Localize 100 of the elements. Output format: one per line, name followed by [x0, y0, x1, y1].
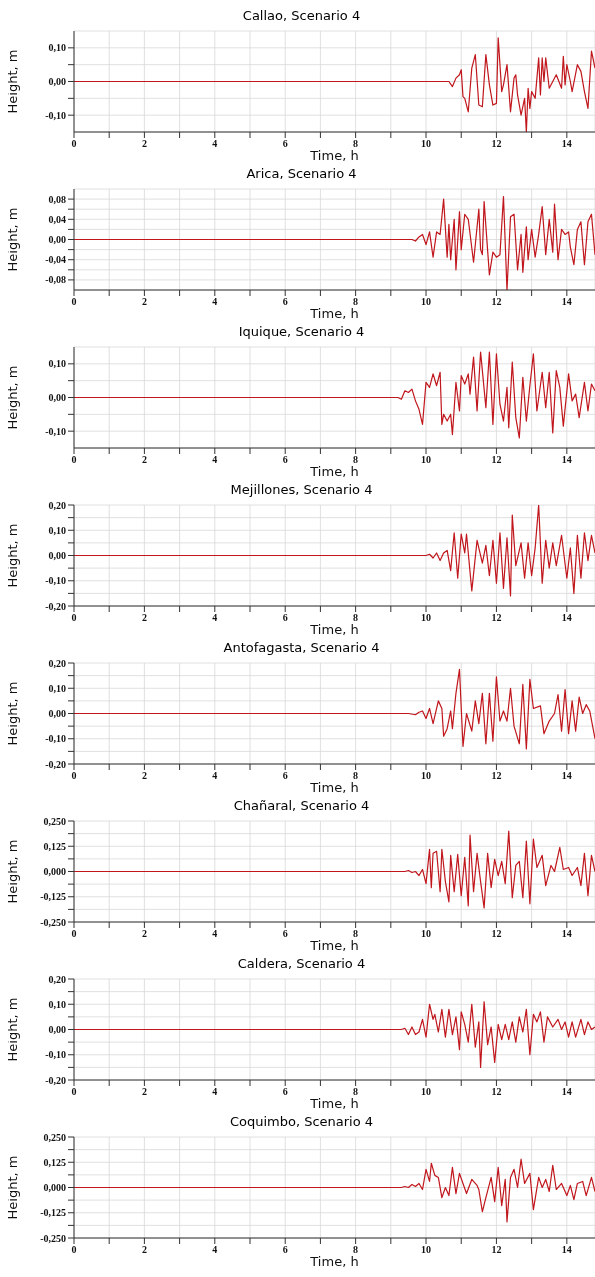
x-tick-label: 6 — [282, 770, 288, 782]
chart-title: Chañaral, Scenario 4 — [232, 798, 371, 814]
x-axis-title: Time, h — [309, 780, 359, 795]
x-tick-label: 4 — [212, 1244, 218, 1256]
x-tick-label: 0 — [71, 770, 77, 782]
x-axis-title: Time, h — [309, 306, 359, 321]
x-tick-label: 6 — [282, 1244, 288, 1256]
x-tick-label: 12 — [491, 296, 502, 308]
x-tick-label: 10 — [421, 1086, 432, 1098]
x-tick-label: 14 — [561, 928, 572, 940]
x-tick-label: 14 — [561, 138, 572, 150]
x-axis-title: Time, h — [309, 148, 359, 163]
x-tick-label: 8 — [353, 612, 359, 624]
x-tick-label: 8 — [353, 296, 359, 308]
y-tick-label: 0,00 — [48, 392, 66, 404]
chart-title: Arica, Scenario 4 — [245, 166, 358, 182]
x-tick-label: 0 — [71, 1086, 77, 1098]
y-tick-label: -0,20 — [45, 758, 66, 770]
line-series — [74, 1158, 595, 1223]
x-tick-label: 0 — [71, 612, 77, 624]
y-tick-label: 0,125 — [43, 1156, 66, 1168]
x-tick-label: 8 — [353, 454, 359, 466]
x-tick-label: 8 — [353, 928, 359, 940]
x-tick-label: 6 — [282, 928, 288, 940]
x-tick-label: 10 — [421, 770, 432, 782]
x-tick-label: 2 — [141, 770, 147, 782]
x-tick-label: 8 — [353, 1086, 359, 1098]
x-tick-label: 0 — [71, 928, 77, 940]
y-tick-label: -0,250 — [40, 916, 66, 928]
y-tick-label: 0,10 — [48, 524, 66, 536]
x-tick-label: 8 — [353, 138, 359, 150]
y-tick-label: 0,00 — [48, 76, 66, 88]
x-axis-title: Time, h — [309, 938, 359, 953]
y-tick-label: 0,04 — [48, 213, 66, 225]
x-tick-label: 4 — [212, 770, 218, 782]
x-tick-label: 10 — [421, 454, 432, 466]
y-tick-label: -0,10 — [45, 1049, 66, 1061]
y-tick-label: 0,00 — [48, 1024, 66, 1036]
x-tick-label: 14 — [561, 612, 572, 624]
y-tick-label: 0,10 — [48, 42, 66, 54]
x-tick-label: 12 — [491, 770, 502, 782]
x-tick-label: 14 — [561, 1086, 572, 1098]
chart-title: Coquimbo, Scenario 4 — [228, 1114, 375, 1130]
x-tick-label: 10 — [421, 296, 432, 308]
x-axis-title: Time, h — [309, 622, 359, 637]
y-tick-label: 0,00 — [48, 550, 66, 562]
x-axis-title: Time, h — [309, 1254, 359, 1269]
x-tick-label: 14 — [561, 1244, 572, 1256]
x-tick-label: 4 — [212, 1086, 218, 1098]
x-axis-title: Time, h — [309, 464, 359, 479]
x-tick-label: 10 — [421, 1244, 432, 1256]
y-tick-label: 0,250 — [43, 815, 66, 827]
y-tick-label: 0,000 — [43, 1182, 66, 1194]
y-tick-label: 0,20 — [48, 499, 66, 511]
line-series — [74, 351, 595, 439]
x-tick-label: 8 — [353, 770, 359, 782]
y-tick-label: 0,250 — [43, 1131, 66, 1143]
y-tick-label: 0,000 — [43, 866, 66, 878]
x-tick-label: 6 — [282, 612, 288, 624]
y-tick-label: -0,08 — [45, 274, 66, 286]
x-tick-label: 10 — [421, 928, 432, 940]
chart-title: Callao, Scenario 4 — [241, 8, 362, 24]
x-tick-label: 0 — [71, 138, 77, 150]
x-tick-label: 6 — [282, 1086, 288, 1098]
x-tick-label: 12 — [491, 1086, 502, 1098]
x-tick-label: 4 — [212, 296, 218, 308]
y-tick-label: -0,125 — [40, 1207, 66, 1219]
y-tick-label: -0,10 — [45, 425, 66, 437]
x-tick-label: 2 — [141, 138, 147, 150]
x-tick-label: 2 — [141, 1244, 147, 1256]
y-tick-label: -0,125 — [40, 891, 66, 903]
y-tick-label: 0,20 — [48, 657, 66, 669]
y-tick-label: -0,10 — [45, 733, 66, 745]
chart-title: Antofagasta, Scenario 4 — [222, 640, 381, 656]
x-tick-label: 0 — [71, 1244, 77, 1256]
y-tick-label: 0,20 — [48, 973, 66, 985]
x-tick-label: 2 — [141, 612, 147, 624]
x-tick-label: 14 — [561, 454, 572, 466]
x-tick-label: 12 — [491, 138, 502, 150]
y-tick-label: 0,10 — [48, 682, 66, 694]
line-series — [74, 1001, 595, 1068]
x-axis-title: Time, h — [309, 1096, 359, 1111]
x-tick-label: 2 — [141, 1086, 147, 1098]
y-tick-label: 0,10 — [48, 358, 66, 370]
x-tick-label: 12 — [491, 1244, 502, 1256]
x-tick-label: 8 — [353, 1244, 359, 1256]
x-tick-label: 2 — [141, 454, 147, 466]
x-tick-label: 14 — [561, 770, 572, 782]
y-tick-label: -0,250 — [40, 1232, 66, 1244]
chart-title: Caldera, Scenario 4 — [236, 956, 367, 972]
x-tick-label: 2 — [141, 296, 147, 308]
x-tick-label: 0 — [71, 454, 77, 466]
chart-title: Mejillones, Scenario 4 — [229, 482, 374, 498]
y-tick-label: 0,10 — [48, 998, 66, 1010]
x-tick-label: 4 — [212, 454, 218, 466]
y-tick-label: -0,10 — [45, 575, 66, 587]
x-tick-label: 4 — [212, 612, 218, 624]
y-tick-label: 0,125 — [43, 840, 66, 852]
x-tick-label: 10 — [421, 612, 432, 624]
y-tick-label: 0,00 — [48, 708, 66, 720]
